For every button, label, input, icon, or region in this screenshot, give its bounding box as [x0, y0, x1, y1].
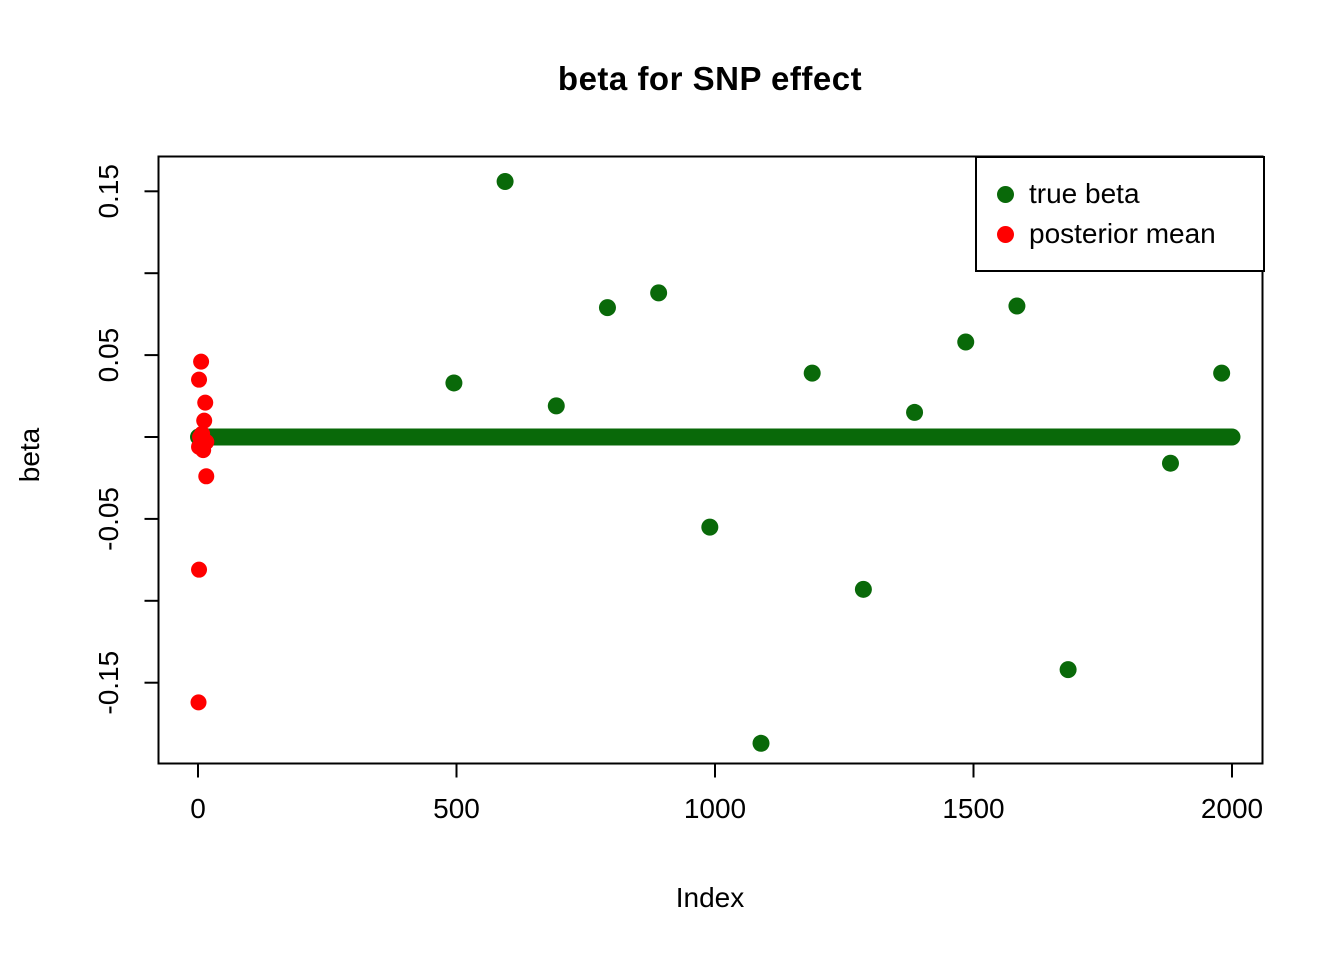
data-point-posterior-mean — [190, 694, 207, 711]
chart-title: beta for SNP effect — [557, 60, 863, 97]
data-point-posterior-mean — [196, 412, 213, 429]
y-tick-label--0.15: -0.15 — [93, 651, 124, 715]
x-tick-label-1500: 1500 — [942, 793, 1004, 824]
data-point-posterior-mean — [198, 468, 215, 485]
legend-item-true-beta: true beta — [997, 178, 1263, 210]
data-point-true-beta — [496, 172, 514, 190]
x-tick-label-0: 0 — [190, 793, 206, 824]
data-point-true-beta — [906, 403, 924, 421]
legend-item-posterior-mean: posterior mean — [997, 218, 1263, 250]
legend-marker-posterior-mean-icon — [997, 225, 1014, 243]
data-point-true-beta — [598, 299, 616, 317]
data-point-posterior-mean — [191, 561, 208, 578]
data-point-true-beta — [1161, 454, 1179, 472]
legend-marker-true-beta-icon — [997, 185, 1014, 203]
data-point-true-beta — [1213, 364, 1231, 382]
data-point-true-beta — [803, 364, 821, 382]
y-axis-title: beta — [14, 427, 45, 483]
data-point-posterior-mean — [195, 442, 212, 459]
legend-label-true-beta: true beta — [1029, 178, 1140, 209]
data-point-posterior-mean — [197, 394, 214, 411]
data-point-true-beta — [1008, 297, 1026, 315]
data-point-true-beta — [1059, 661, 1077, 679]
x-tick-label-500: 500 — [433, 793, 480, 824]
y-tick-label-0.05: 0.05 — [93, 328, 124, 383]
data-point-true-beta — [547, 397, 565, 415]
plot-border — [157, 155, 1264, 765]
data-point-true-beta — [650, 284, 668, 302]
x-axis-title: Index — [675, 882, 745, 913]
data-point-true-beta — [854, 580, 872, 598]
legend-label-posterior-mean: posterior mean — [1029, 218, 1216, 249]
legend: true beta posterior mean — [975, 156, 1265, 272]
data-point-true-beta — [701, 518, 719, 536]
data-point-true-beta — [752, 734, 770, 752]
data-point-posterior-mean — [191, 371, 208, 388]
x-tick-label-1000: 1000 — [684, 793, 746, 824]
y-tick-label--0.05: -0.05 — [93, 487, 124, 551]
x-tick-label-2000: 2000 — [1201, 793, 1263, 824]
data-point-posterior-mean — [193, 353, 210, 370]
data-point-true-beta — [445, 374, 463, 392]
y-tick-label-0.15: 0.15 — [93, 164, 124, 219]
data-point-true-beta — [957, 333, 975, 351]
